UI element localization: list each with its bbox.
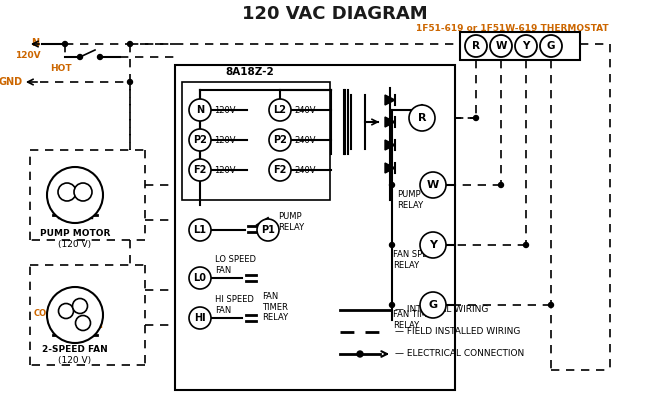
Circle shape bbox=[189, 219, 211, 241]
Circle shape bbox=[47, 287, 103, 343]
Circle shape bbox=[269, 129, 291, 151]
Text: P2: P2 bbox=[273, 135, 287, 145]
Text: 120V: 120V bbox=[214, 106, 235, 114]
Text: N: N bbox=[196, 105, 204, 115]
Text: 240V: 240V bbox=[294, 106, 316, 114]
Circle shape bbox=[189, 307, 211, 329]
Polygon shape bbox=[385, 117, 395, 127]
Text: — INTERNAL WIRING: — INTERNAL WIRING bbox=[395, 305, 488, 315]
Circle shape bbox=[127, 41, 133, 47]
Text: 240V: 240V bbox=[294, 166, 316, 174]
Text: PUMP
RELAY: PUMP RELAY bbox=[278, 212, 304, 232]
Text: 120V: 120V bbox=[15, 51, 41, 59]
Text: L2: L2 bbox=[273, 105, 287, 115]
Circle shape bbox=[127, 80, 133, 85]
Circle shape bbox=[72, 298, 88, 313]
Text: W: W bbox=[427, 180, 439, 190]
Circle shape bbox=[490, 35, 512, 57]
Circle shape bbox=[420, 292, 446, 318]
Circle shape bbox=[465, 35, 487, 57]
Text: HI: HI bbox=[93, 321, 103, 329]
Circle shape bbox=[58, 303, 74, 318]
Circle shape bbox=[76, 316, 90, 331]
Text: R: R bbox=[472, 41, 480, 51]
Polygon shape bbox=[385, 140, 395, 150]
Text: F2: F2 bbox=[194, 165, 206, 175]
Circle shape bbox=[409, 105, 435, 131]
Text: 1F51-619 or 1F51W-619 THERMOSTAT: 1F51-619 or 1F51W-619 THERMOSTAT bbox=[415, 23, 608, 33]
Circle shape bbox=[189, 99, 211, 121]
Circle shape bbox=[549, 303, 553, 308]
Text: FAN SPEED
RELAY: FAN SPEED RELAY bbox=[393, 250, 440, 270]
Text: P1: P1 bbox=[261, 225, 275, 235]
Text: L0: L0 bbox=[194, 273, 206, 283]
Text: 120 VAC DIAGRAM: 120 VAC DIAGRAM bbox=[242, 5, 428, 23]
Circle shape bbox=[474, 116, 478, 121]
Text: HOT: HOT bbox=[50, 64, 72, 72]
Text: 120V: 120V bbox=[214, 135, 235, 145]
Text: FAN TIMER
RELAY: FAN TIMER RELAY bbox=[393, 310, 438, 330]
Text: GND: GND bbox=[0, 77, 23, 87]
Circle shape bbox=[389, 183, 395, 187]
Text: — ELECTRICAL CONNECTION: — ELECTRICAL CONNECTION bbox=[395, 349, 524, 359]
Text: P2: P2 bbox=[193, 135, 207, 145]
Circle shape bbox=[78, 54, 82, 59]
Bar bbox=[182, 82, 330, 200]
Circle shape bbox=[269, 159, 291, 181]
Polygon shape bbox=[385, 95, 395, 105]
Circle shape bbox=[515, 35, 537, 57]
Text: LO SPEED
FAN: LO SPEED FAN bbox=[215, 255, 256, 275]
Text: W: W bbox=[495, 41, 507, 51]
Text: COM: COM bbox=[34, 308, 55, 318]
Circle shape bbox=[58, 183, 76, 201]
Circle shape bbox=[189, 267, 211, 289]
Circle shape bbox=[420, 172, 446, 198]
Circle shape bbox=[189, 159, 211, 181]
Text: Y: Y bbox=[523, 41, 530, 51]
Circle shape bbox=[189, 129, 211, 151]
Text: HI: HI bbox=[194, 313, 206, 323]
Text: G: G bbox=[428, 300, 438, 310]
Text: FAN
TIMER
RELAY: FAN TIMER RELAY bbox=[262, 292, 288, 322]
Text: R: R bbox=[418, 113, 426, 123]
Text: 120V: 120V bbox=[214, 166, 235, 174]
Text: (120 V): (120 V) bbox=[58, 240, 92, 248]
Text: (120 V): (120 V) bbox=[58, 357, 92, 365]
Text: LO: LO bbox=[56, 297, 68, 305]
Text: 240V: 240V bbox=[294, 135, 316, 145]
Circle shape bbox=[62, 41, 68, 47]
Bar bbox=[175, 65, 455, 390]
Polygon shape bbox=[385, 163, 395, 173]
Circle shape bbox=[540, 35, 562, 57]
Circle shape bbox=[498, 183, 503, 187]
Text: L1: L1 bbox=[194, 225, 206, 235]
Circle shape bbox=[257, 219, 279, 241]
Text: F2: F2 bbox=[273, 165, 287, 175]
Text: Y: Y bbox=[429, 240, 437, 250]
Text: G: G bbox=[547, 41, 555, 51]
Circle shape bbox=[389, 303, 395, 308]
Circle shape bbox=[269, 99, 291, 121]
Text: HI SPEED
FAN: HI SPEED FAN bbox=[215, 295, 254, 315]
Text: 2-SPEED FAN: 2-SPEED FAN bbox=[42, 346, 108, 354]
Circle shape bbox=[98, 54, 103, 59]
Circle shape bbox=[420, 232, 446, 258]
Circle shape bbox=[74, 183, 92, 201]
Text: 8A18Z-2: 8A18Z-2 bbox=[225, 67, 274, 77]
Text: N: N bbox=[31, 38, 39, 48]
Circle shape bbox=[47, 167, 103, 223]
Bar bbox=[460, 32, 580, 60]
Circle shape bbox=[523, 243, 529, 248]
Circle shape bbox=[389, 243, 395, 248]
Text: PUMP MOTOR: PUMP MOTOR bbox=[40, 228, 110, 238]
Text: PUMP
RELAY: PUMP RELAY bbox=[397, 190, 423, 210]
Text: — FIELD INSTALLED WIRING: — FIELD INSTALLED WIRING bbox=[395, 328, 521, 336]
Circle shape bbox=[357, 351, 363, 357]
